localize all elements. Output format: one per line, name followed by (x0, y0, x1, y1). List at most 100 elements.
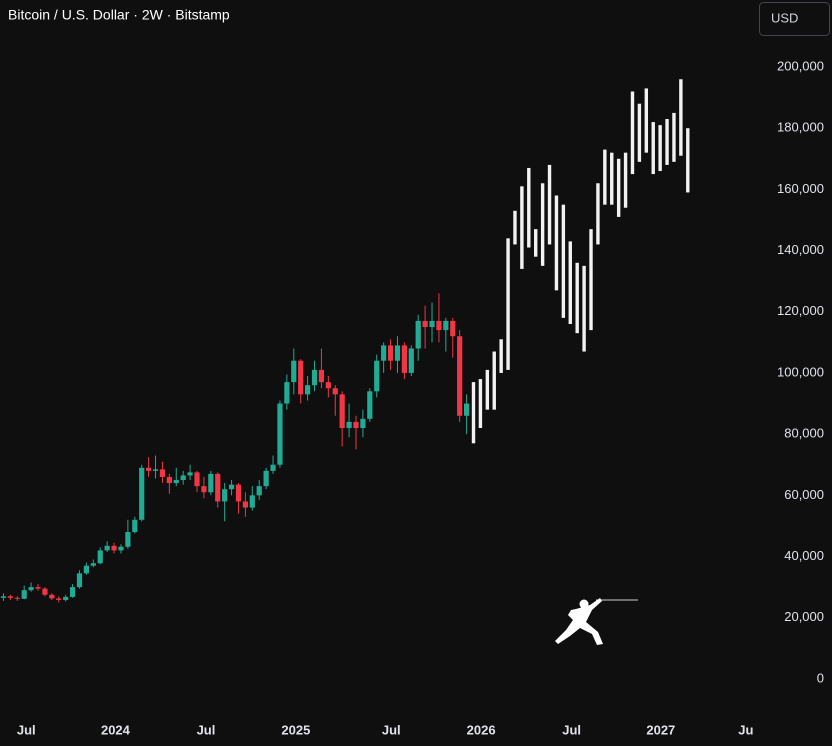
candle-body (56, 598, 62, 600)
projection-bar (610, 152, 614, 205)
projection-bar (616, 158, 621, 217)
candle-body (277, 403, 283, 465)
projection-bar (644, 88, 649, 153)
candle-body (222, 489, 228, 502)
candle-body (291, 360, 297, 383)
projection-bar (589, 229, 593, 331)
x-tick-label: Jul (562, 722, 581, 737)
projection-bar (568, 241, 572, 324)
x-tick-label: Jul (382, 722, 401, 737)
candle-body (235, 484, 242, 502)
projection-bar (499, 339, 503, 373)
candle-body (76, 573, 83, 588)
projection-bar (513, 210, 517, 245)
candle-body (443, 320, 449, 331)
candle-body (367, 391, 373, 419)
x-tick-label: Jul (197, 722, 216, 737)
candle-body (353, 421, 359, 429)
candle-body (318, 369, 325, 383)
projection-bar (658, 125, 662, 172)
candle-body (387, 345, 394, 361)
candle-body (104, 545, 110, 551)
candle-body (457, 336, 463, 416)
candle-body (311, 369, 318, 386)
projection-bar (540, 183, 545, 266)
projection-bar (679, 79, 683, 156)
candle-body (118, 546, 124, 551)
x-tick-label: Jul (17, 722, 36, 737)
projection-bar (637, 103, 642, 162)
projection-bar (665, 119, 669, 165)
candle-body (332, 388, 338, 395)
candle-body (360, 418, 366, 429)
candle-body (132, 519, 138, 533)
candle-body (249, 495, 255, 508)
y-tick-label: 40,000 (784, 548, 824, 563)
y-tick-label: 200,000 (777, 58, 824, 73)
candle-body (159, 469, 166, 477)
candle-body (263, 470, 269, 487)
candle-body (436, 320, 442, 331)
projection-bar (630, 91, 635, 175)
candle-body (139, 467, 145, 520)
x-tick-label: 2024 (101, 722, 131, 737)
candle-body (49, 594, 55, 599)
candle-body (298, 360, 304, 395)
projection-bar (623, 152, 628, 208)
candle-body (242, 501, 248, 508)
candle-body (14, 597, 20, 599)
y-tick-label: 100,000 (777, 364, 824, 379)
candle-body (125, 532, 131, 547)
candle-body (270, 464, 276, 471)
candle-body (450, 320, 456, 337)
candle-body (429, 320, 435, 328)
candle-body (42, 588, 48, 595)
currency-label[interactable]: USD (771, 10, 798, 25)
x-tick-label: Ju (738, 722, 753, 737)
projection-bar (527, 167, 531, 248)
projection-bar (582, 265, 586, 352)
candle-body (180, 475, 186, 481)
candle-body (339, 394, 345, 429)
candle-body (111, 545, 117, 551)
x-tick-label: 2026 (467, 722, 496, 737)
candle-body (374, 360, 380, 392)
candle-body (305, 385, 311, 395)
x-tick-label: 2025 (281, 722, 310, 737)
candle-body (463, 403, 470, 416)
projection-bar (672, 112, 676, 162)
projection-bar (478, 379, 483, 429)
candle-body (7, 596, 13, 598)
y-tick-label: 80,000 (784, 426, 824, 441)
y-tick-label: 160,000 (777, 181, 824, 196)
projection-bar (686, 128, 690, 193)
projection-bar (471, 382, 476, 444)
candle-body (408, 348, 414, 373)
candle-body (21, 590, 27, 599)
candle-body (97, 550, 103, 564)
candle-body (284, 382, 290, 404)
x-tick-label: 2027 (646, 722, 675, 737)
candle-body (201, 486, 207, 493)
y-tick-label: 20,000 (784, 609, 824, 624)
y-tick-label: 180,000 (777, 120, 824, 135)
projection-bar (492, 351, 496, 410)
candle-body (69, 587, 76, 597)
candle-body (256, 486, 262, 496)
fencer-logo (555, 598, 638, 645)
candle-body (346, 421, 352, 429)
y-tick-label: 120,000 (777, 303, 824, 318)
candle-body (90, 563, 96, 566)
candle-body (394, 345, 401, 361)
candle-body (381, 345, 387, 361)
projection-bar (603, 149, 607, 205)
candle-body (35, 587, 41, 589)
y-tick-label: 140,000 (777, 242, 824, 257)
y-tick-label: 0 (817, 670, 824, 685)
projection-bar (520, 186, 524, 269)
projection-bar (485, 369, 490, 410)
currency-button[interactable] (759, 2, 830, 36)
projection-bar (651, 122, 655, 175)
candle-body (228, 484, 235, 490)
